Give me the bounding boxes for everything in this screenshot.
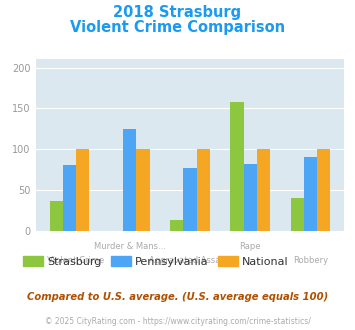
- Bar: [183, 168, 197, 231]
- Text: Violent Crime Comparison: Violent Crime Comparison: [70, 20, 285, 35]
- Text: © 2025 CityRating.com - https://www.cityrating.com/crime-statistics/: © 2025 CityRating.com - https://www.city…: [45, 317, 310, 326]
- Bar: [123, 129, 136, 231]
- Bar: [244, 164, 257, 231]
- Legend: Strasburg, Pennsylvania, National: Strasburg, Pennsylvania, National: [20, 252, 292, 270]
- Bar: [63, 165, 76, 231]
- Text: All Violent Crime: All Violent Crime: [34, 256, 104, 265]
- Text: Compared to U.S. average. (U.S. average equals 100): Compared to U.S. average. (U.S. average …: [27, 292, 328, 302]
- Bar: [257, 149, 270, 231]
- Text: Rape: Rape: [239, 242, 261, 251]
- Bar: [304, 157, 317, 231]
- Bar: [290, 198, 304, 231]
- Bar: [230, 102, 244, 231]
- Bar: [170, 219, 183, 231]
- Text: 2018 Strasburg: 2018 Strasburg: [114, 5, 241, 20]
- Text: Murder & Mans...: Murder & Mans...: [94, 242, 166, 251]
- Bar: [317, 149, 330, 231]
- Text: Robbery: Robbery: [293, 256, 328, 265]
- Text: Aggravated Assault: Aggravated Assault: [149, 256, 231, 265]
- Bar: [50, 201, 63, 231]
- Bar: [197, 149, 210, 231]
- Bar: [76, 149, 89, 231]
- Bar: [136, 149, 149, 231]
